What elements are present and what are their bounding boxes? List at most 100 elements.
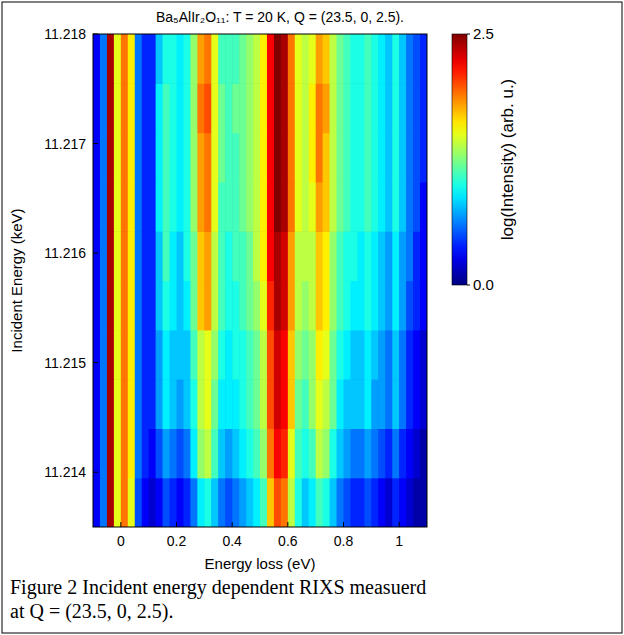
- heatmap-cell: [350, 281, 358, 331]
- heatmap-cell: [309, 478, 317, 527]
- heatmap-cell: [239, 330, 247, 380]
- heatmap-cell: [239, 428, 247, 478]
- heatmap-cell: [371, 83, 379, 133]
- heatmap-cell: [211, 83, 219, 133]
- heatmap-cell: [281, 428, 289, 478]
- heatmap-cell: [274, 34, 282, 84]
- heatmap-cell: [337, 379, 345, 429]
- heatmap-cell: [121, 428, 129, 478]
- heatmap-cell: [364, 281, 372, 331]
- title: Ba₅AlIr₂O₁₁: T = 20 K, Q = (23.5, 0, 2.5…: [156, 9, 404, 25]
- heatmap-cell: [170, 478, 178, 527]
- heatmap-cell: [378, 428, 386, 478]
- heatmap-cell: [302, 478, 310, 527]
- heatmap-cell: [149, 83, 157, 133]
- heatmap-cell: [337, 428, 345, 478]
- heatmap-cell: [413, 379, 421, 429]
- caption: Figure 2 Incident energy dependent RIXS …: [10, 575, 430, 623]
- heatmap-cell: [232, 83, 240, 133]
- heatmap-cell: [163, 182, 171, 232]
- heatmap-cell: [135, 428, 143, 478]
- x-tick: [120, 522, 121, 527]
- heatmap-cell: [350, 330, 358, 380]
- heatmap-cell: [378, 379, 386, 429]
- heatmap-cell: [399, 133, 407, 183]
- heatmap-cell: [295, 182, 303, 232]
- heatmap-cell: [260, 133, 268, 183]
- x-tick: [399, 522, 400, 527]
- heatmap-cell: [149, 281, 157, 331]
- heatmap-cell: [246, 281, 254, 331]
- heatmap-cell: [128, 182, 136, 232]
- heatmap-cell: [378, 182, 386, 232]
- heatmap-cell: [183, 34, 191, 84]
- heatmap-cell: [357, 83, 365, 133]
- heatmap-cell: [288, 379, 296, 429]
- heatmap-cell: [260, 281, 268, 331]
- heatmap-cell: [156, 182, 164, 232]
- heatmap-cell: [371, 133, 379, 183]
- heatmap-cell: [114, 379, 122, 429]
- heatmap-cell: [177, 330, 185, 380]
- heatmap-cell: [163, 83, 171, 133]
- heatmap-cell: [128, 133, 136, 183]
- heatmap-cell: [406, 428, 414, 478]
- heatmap-cell: [218, 83, 226, 133]
- heatmap-cell: [288, 83, 296, 133]
- y-axis-title: Incident Energy (keV): [8, 208, 25, 352]
- heatmap-cell: [163, 478, 171, 527]
- heatmap-cell: [371, 478, 379, 527]
- heatmap-cell: [288, 34, 296, 84]
- heatmap-cell: [163, 330, 171, 380]
- heatmap-cell: [121, 379, 129, 429]
- heatmap-cell: [218, 133, 226, 183]
- heatmap-cell: [288, 330, 296, 380]
- heatmap-cell: [170, 34, 178, 84]
- heatmap-cell: [413, 330, 421, 380]
- heatmap-cell: [406, 182, 414, 232]
- heatmap-cell: [337, 330, 345, 380]
- heatmap-cell: [288, 428, 296, 478]
- y-tick: [93, 143, 98, 144]
- heatmap-cell: [330, 34, 338, 84]
- heatmap-cell: [309, 133, 317, 183]
- heatmap-cell: [163, 34, 171, 84]
- heatmap-cell: [392, 478, 400, 527]
- heatmap-cell: [399, 83, 407, 133]
- heatmap-cell: [225, 330, 233, 380]
- heatmap-cell: [197, 478, 205, 527]
- heatmap-cell: [344, 428, 352, 478]
- heatmap-cell: [218, 34, 226, 84]
- heatmap-cell: [295, 281, 303, 331]
- heatmap-cell: [364, 182, 372, 232]
- heatmap-cell: [128, 379, 136, 429]
- heatmap-cell: [253, 428, 261, 478]
- heatmap-cell: [330, 182, 338, 232]
- heatmap-cell: [420, 379, 427, 429]
- heatmap-cell: [246, 133, 254, 183]
- heatmap-cell: [302, 281, 310, 331]
- y-tick-label: 11.218: [44, 26, 86, 42]
- heatmap-cell: [197, 133, 205, 183]
- heatmap-cell: [100, 83, 108, 133]
- heatmap-cell: [190, 231, 198, 281]
- heatmap-cell: [177, 83, 185, 133]
- heatmap-cell: [378, 231, 386, 281]
- heatmap-cell: [350, 428, 358, 478]
- heatmap-cell: [371, 281, 379, 331]
- heatmap-cell: [142, 133, 150, 183]
- heatmap-cell: [302, 379, 310, 429]
- heatmap-cell: [316, 133, 324, 183]
- heatmap-cell: [330, 379, 338, 429]
- heatmap-cell: [406, 34, 414, 84]
- heatmap-cell: [170, 182, 178, 232]
- heatmap-cell: [316, 428, 324, 478]
- heatmap-cell: [330, 133, 338, 183]
- heatmap-cell: [378, 330, 386, 380]
- heatmap-cell: [232, 231, 240, 281]
- heatmap-cell: [114, 182, 122, 232]
- heatmap-cell: [364, 231, 372, 281]
- heatmap-cell: [100, 133, 108, 183]
- heatmap-cell: [107, 428, 115, 478]
- heatmap-cell: [344, 478, 352, 527]
